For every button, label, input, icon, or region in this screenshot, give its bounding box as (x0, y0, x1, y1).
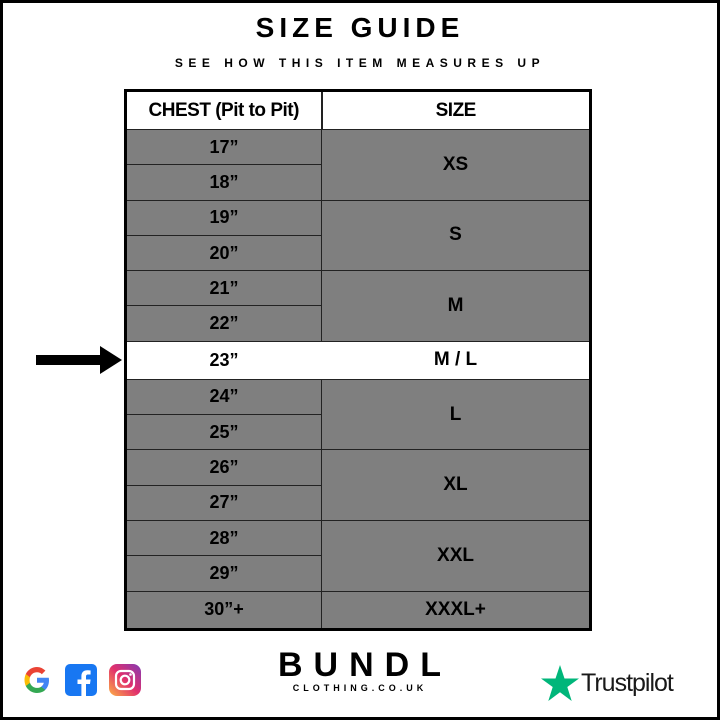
chest-cell: 24” (125, 378, 322, 416)
chest-cell: 26” (125, 449, 322, 486)
size-cell: S (321, 199, 591, 272)
size-cell: XXXL+ (321, 590, 591, 630)
chest-cell: 27” (125, 484, 322, 521)
chest-cell: 17” (125, 128, 322, 166)
size-cell: XXL (321, 519, 591, 592)
size-cell: L (321, 378, 591, 451)
trustpilot-logo[interactable]: Trustpilot (541, 665, 674, 701)
table-row: 30”+ XXXL+ (125, 590, 591, 630)
chest-cell: 28” (125, 519, 322, 557)
chest-cell: 21” (125, 270, 322, 307)
chest-cell: 19” (125, 199, 322, 236)
brand-logo: BUNDL CLOTHING.CO.UK (270, 647, 450, 693)
trustpilot-label: Trustpilot (581, 668, 674, 697)
header-size: SIZE (321, 90, 591, 130)
chest-cell: 20” (125, 234, 322, 272)
google-icon[interactable] (21, 664, 53, 696)
chest-cell: 18” (125, 164, 322, 201)
table-row: 29” (125, 555, 591, 592)
chest-cell: 29” (125, 555, 322, 592)
table-row: 19” S (125, 199, 591, 272)
instagram-icon[interactable] (109, 664, 141, 696)
header-chest: CHEST (Pit to Pit) (125, 90, 323, 130)
chest-cell: 22” (125, 305, 322, 342)
chest-cell: 23” (125, 340, 322, 380)
size-cell: XL (321, 449, 591, 521)
page-subtitle: SEE HOW THIS ITEM MEASURES UP (174, 56, 546, 70)
social-icons (21, 664, 141, 696)
size-cell: M / L (321, 340, 591, 380)
brand-domain: CLOTHING.CO.UK (292, 683, 428, 693)
table-row: 17” XS (125, 128, 591, 201)
page-title: SIZE GUIDE (255, 12, 465, 43)
table-row: 24” L (125, 378, 591, 451)
facebook-icon[interactable] (65, 664, 97, 696)
brand-name: BUNDL (278, 646, 452, 684)
table-row: 21” M (125, 270, 591, 342)
table-row: 22” (125, 305, 591, 342)
table-row: 27” (125, 484, 591, 521)
table-row: 28” XXL (125, 519, 591, 592)
table-row: 20” (125, 234, 591, 272)
table-header: CHEST (Pit to Pit) SIZE (125, 90, 591, 130)
chest-cell: 25” (125, 414, 322, 451)
size-table: CHEST (Pit to Pit) SIZE 17” XS 18” 19” S 2… (124, 89, 592, 631)
table-row: 25” (125, 414, 591, 451)
size-cell: M (321, 270, 591, 342)
size-cell: XS (321, 129, 591, 201)
chest-cell: 30”+ (125, 590, 322, 630)
trustpilot-star-icon (541, 665, 579, 701)
highlighted-row: 23” M / L (125, 340, 591, 380)
arrow-right-icon (36, 346, 122, 374)
table-row: 26” XL (125, 449, 591, 521)
